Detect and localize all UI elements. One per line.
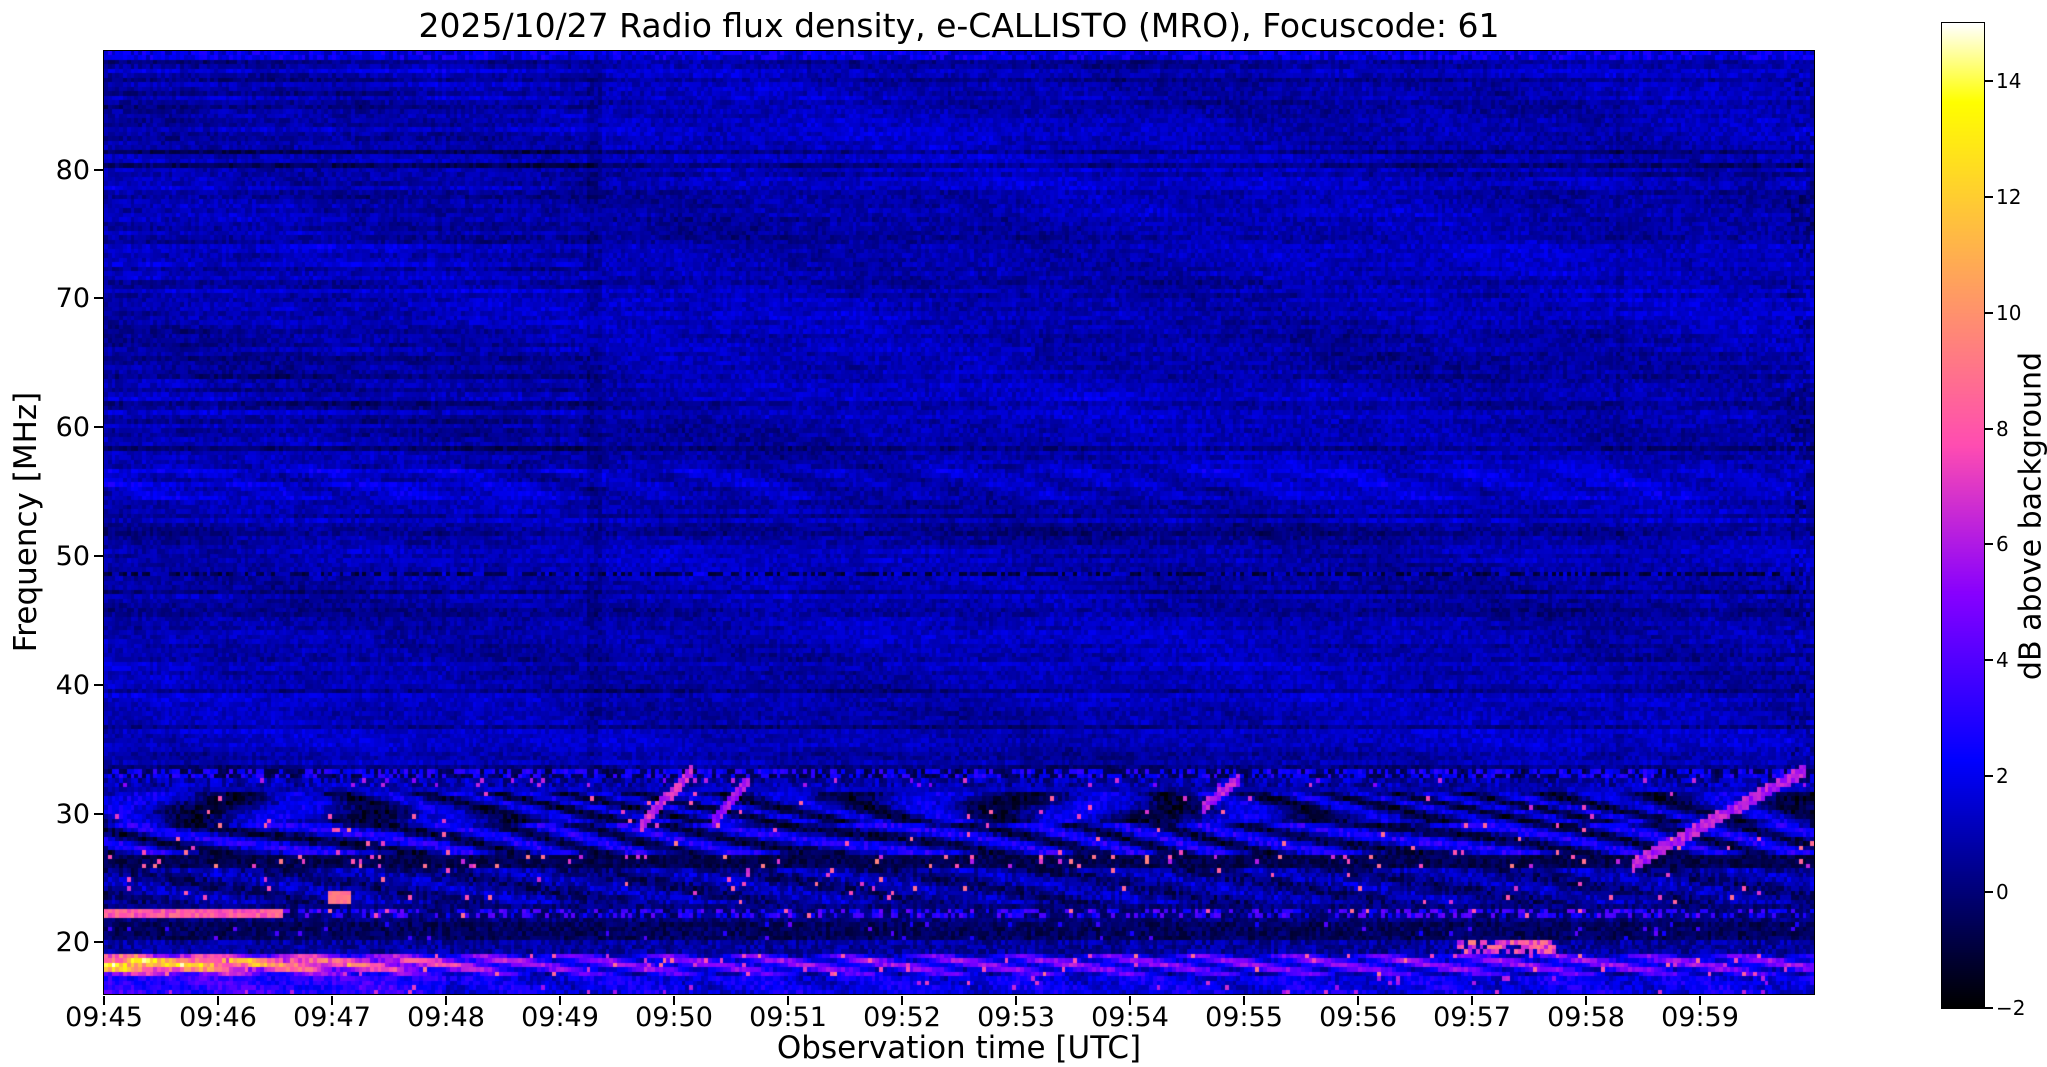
x-tick-label: 09:46 xyxy=(179,1002,257,1033)
x-tick-label: 09:51 xyxy=(749,1002,827,1033)
colorbar-tick-label: 4 xyxy=(1996,648,2009,673)
colorbar-tick-mark xyxy=(1985,1007,1993,1009)
colorbar-tick-mark xyxy=(1985,195,1993,198)
x-tick-label: 09:58 xyxy=(1547,1002,1625,1033)
x-tick-mark xyxy=(445,996,447,1005)
colorbar-tick-label: 8 xyxy=(1996,416,2009,441)
colorbar-tick-mark xyxy=(1985,79,1993,82)
y-tick-mark xyxy=(94,554,103,557)
colorbar-tick-label: 2 xyxy=(1996,764,2009,789)
colorbar-tick-label: −2 xyxy=(1996,996,2026,1020)
x-tick-label: 09:49 xyxy=(521,1002,599,1033)
y-tick-label: 40 xyxy=(55,669,90,701)
colorbar-tick-mark xyxy=(1985,543,1993,546)
y-tick-mark xyxy=(94,941,103,944)
spectrogram-heatmap xyxy=(104,51,1814,994)
x-tick-mark xyxy=(1585,996,1587,1005)
colorbar-tick-mark xyxy=(1985,659,1993,662)
colorbar-tick-label: 14 xyxy=(1996,68,2022,93)
x-tick-label: 09:55 xyxy=(1205,1002,1283,1033)
colorbar-tick-label: 6 xyxy=(1996,532,2009,557)
y-tick-mark xyxy=(94,168,103,171)
x-axis-label: Observation time [UTC] xyxy=(776,1030,1142,1066)
colorbar-tick-label: 12 xyxy=(1996,184,2022,209)
colorbar-label: dB above background xyxy=(2013,351,2047,681)
y-tick-label: 60 xyxy=(55,412,90,444)
x-tick-mark xyxy=(559,996,561,1005)
x-tick-mark xyxy=(1243,996,1245,1005)
plot-area xyxy=(103,50,1815,995)
colorbar-gradient xyxy=(1942,23,1984,1008)
x-tick-label: 09:53 xyxy=(977,1002,1055,1033)
y-tick-label: 30 xyxy=(55,798,90,830)
x-tick-mark xyxy=(673,996,675,1005)
colorbar xyxy=(1941,22,1985,1009)
x-tick-mark xyxy=(331,996,333,1005)
y-tick-mark xyxy=(94,812,103,815)
chart-title: 2025/10/27 Radio flux density, e-CALLIST… xyxy=(418,6,1500,45)
y-tick-label: 70 xyxy=(55,283,90,315)
colorbar-tick-label: 0 xyxy=(1996,880,2009,905)
y-tick-label: 20 xyxy=(55,927,90,959)
colorbar-tick-mark xyxy=(1985,427,1993,430)
x-tick-label: 09:56 xyxy=(1319,1002,1397,1033)
y-tick-label: 50 xyxy=(55,540,90,572)
x-tick-mark xyxy=(1699,996,1701,1005)
x-tick-mark xyxy=(1357,996,1359,1005)
x-tick-mark xyxy=(103,996,105,1005)
y-tick-mark xyxy=(94,683,103,686)
x-tick-mark xyxy=(787,996,789,1005)
y-tick-label: 80 xyxy=(55,154,90,186)
colorbar-tick-mark xyxy=(1985,311,1993,314)
y-tick-mark xyxy=(94,426,103,429)
colorbar-tick-mark xyxy=(1985,891,1993,894)
x-tick-label: 09:50 xyxy=(635,1002,713,1033)
x-tick-mark xyxy=(1129,996,1131,1005)
x-tick-mark xyxy=(1471,996,1473,1005)
x-tick-mark xyxy=(217,996,219,1005)
x-tick-mark xyxy=(901,996,903,1005)
x-tick-label: 09:47 xyxy=(293,1002,371,1033)
x-tick-label: 09:48 xyxy=(407,1002,485,1033)
colorbar-tick-mark xyxy=(1985,775,1993,778)
x-tick-mark xyxy=(1015,996,1017,1005)
y-tick-mark xyxy=(94,297,103,300)
colorbar-tick-label: 10 xyxy=(1996,300,2022,325)
x-tick-label: 09:54 xyxy=(1091,1002,1169,1033)
x-tick-label: 09:45 xyxy=(65,1002,143,1033)
x-tick-label: 09:59 xyxy=(1661,1002,1739,1033)
x-tick-label: 09:52 xyxy=(863,1002,941,1033)
x-tick-label: 09:57 xyxy=(1433,1002,1511,1033)
